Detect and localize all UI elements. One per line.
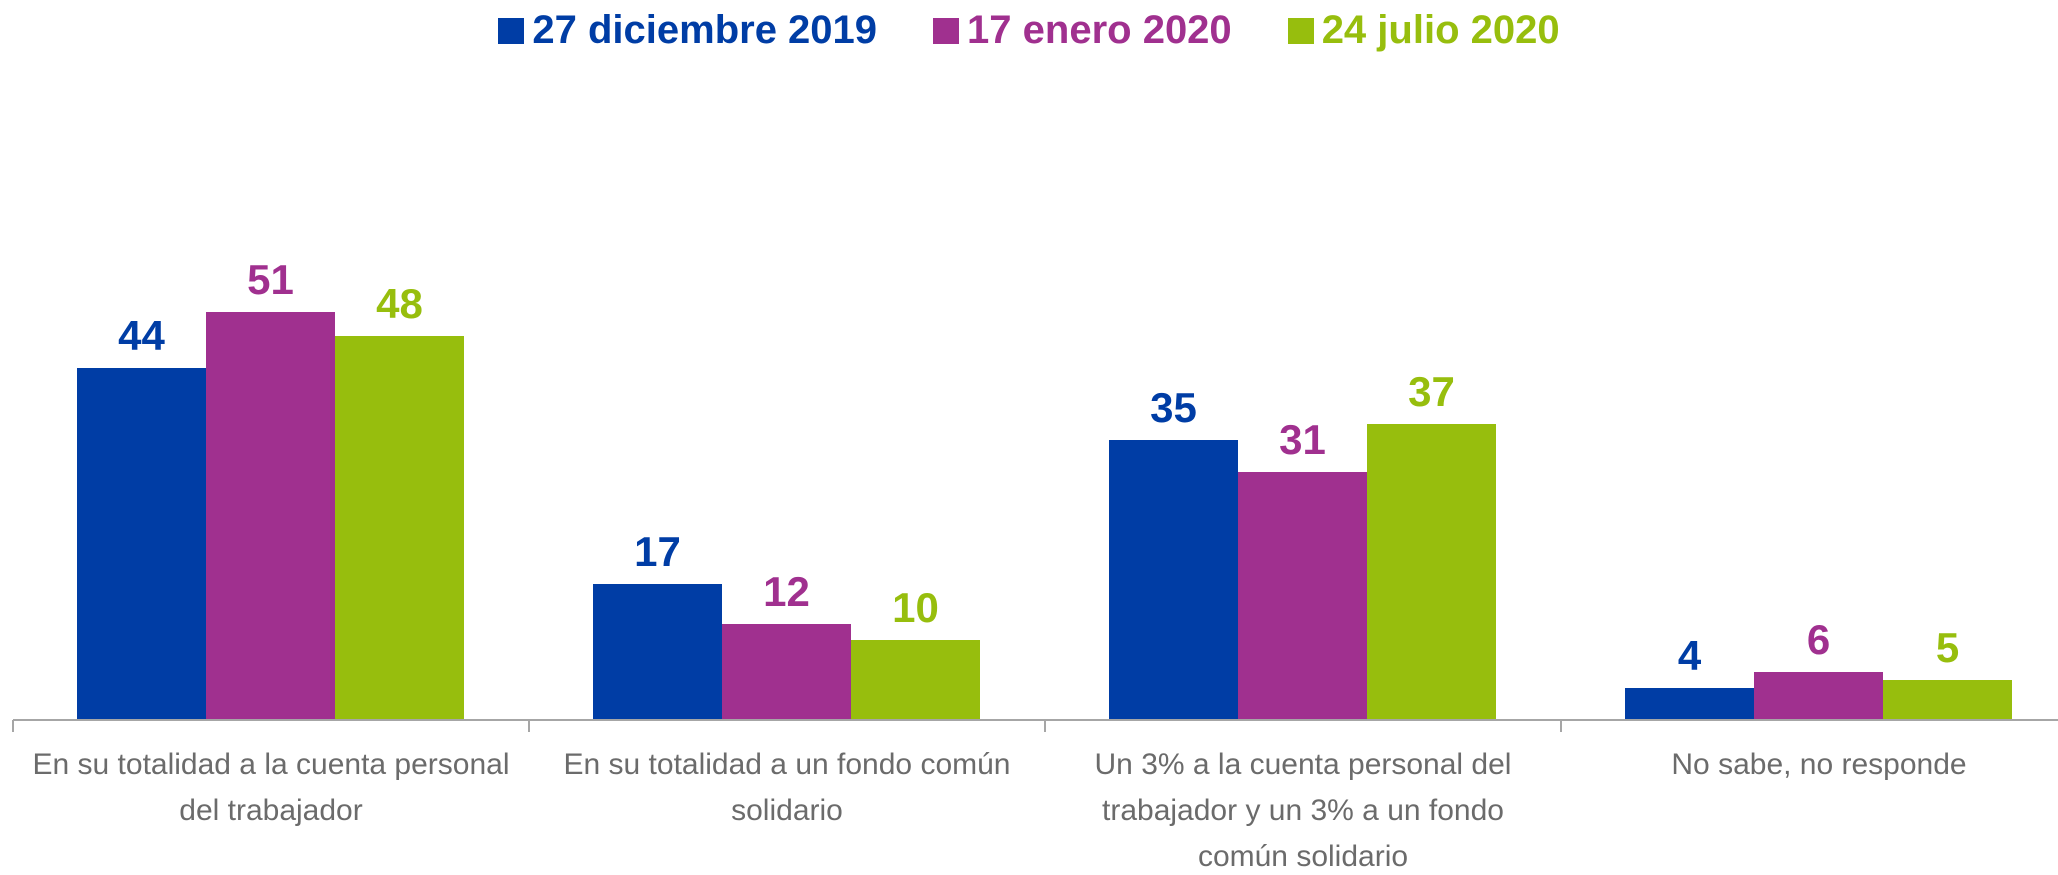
legend-item: 17 enero 2020 [933,8,1232,53]
bar [851,640,980,720]
x-tick-label: Un 3% a la cuenta personal del trabajado… [1094,748,1512,873]
bar [206,312,335,720]
value-label: 10 [892,584,939,631]
bar [1754,672,1883,720]
bar [1625,688,1754,720]
legend-label: 17 enero 2020 [967,8,1232,52]
legend-label: 27 diciembre 2019 [532,8,878,52]
bar [335,336,464,720]
bar [1109,440,1238,720]
value-label: 44 [118,312,165,359]
value-label: 12 [763,568,810,615]
value-label: 31 [1279,416,1326,463]
bar [593,584,722,720]
legend-label: 24 julio 2020 [1321,8,1560,52]
value-label: 4 [1678,632,1702,679]
legend: 27 diciembre 2019 17 enero 2020 24 julio 2… [0,8,2058,53]
legend-swatch [498,17,525,44]
value-label: 48 [376,280,423,327]
bar [1883,680,2012,720]
value-label: 35 [1150,384,1197,431]
bar [77,368,206,720]
x-tick-label: En su totalidad a un fondo común solidar… [563,748,1011,827]
bar [1238,472,1367,720]
value-label: 17 [634,528,681,575]
x-tick-label: En su totalidad a la cuenta personal del… [32,748,510,827]
legend-swatch [1287,17,1314,44]
legend-item: 27 diciembre 2019 [498,8,877,53]
x-tick-label: No sabe, no responde [1671,748,1967,781]
bar [722,624,851,720]
value-label: 51 [247,256,294,303]
legend-item: 24 julio 2020 [1287,8,1560,53]
legend-swatch [933,17,960,44]
value-label: 37 [1408,368,1455,415]
value-label: 5 [1936,624,1959,671]
bar [1367,424,1496,720]
value-label: 6 [1807,616,1830,663]
